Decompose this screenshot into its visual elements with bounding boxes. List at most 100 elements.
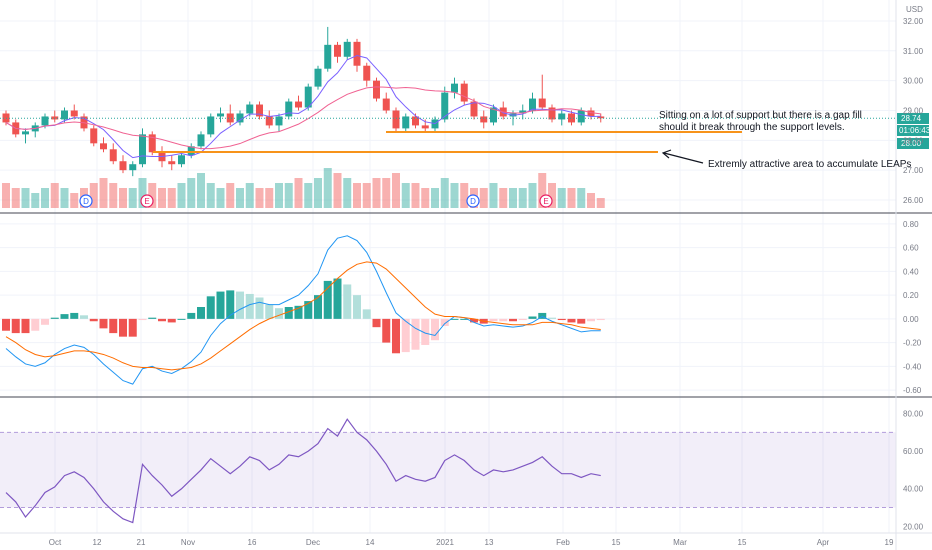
rsi-line [5, 418, 601, 524]
time-tick-label: Oct [49, 538, 62, 547]
candle-body [304, 86, 312, 108]
time-tick-label: Apr [817, 538, 830, 547]
candle-body [90, 128, 98, 144]
volume-bar [236, 188, 244, 208]
macd-histogram-bar [382, 318, 391, 343]
volume-bar [479, 188, 488, 208]
macd-histogram-bar [99, 318, 108, 329]
macd-histogram-bar [275, 308, 283, 319]
volume-bar [187, 178, 196, 208]
price-tick-label: 30.00 [903, 77, 924, 86]
volume-bar [138, 178, 147, 208]
macd-histogram-bar [304, 301, 313, 319]
macd-histogram-bar [80, 315, 88, 319]
ma-layer [0, 55, 896, 159]
macd-tick-label: -0.20 [903, 339, 922, 348]
time-tick-label: 19 [885, 538, 894, 547]
marker-label: D [83, 197, 89, 206]
candle-body [538, 98, 546, 108]
dividend-marker[interactable]: D [79, 194, 93, 208]
dividend-marker[interactable]: D [466, 194, 480, 208]
candle-body [577, 110, 585, 123]
candle-body [441, 92, 449, 120]
macd-histogram-bar [148, 317, 157, 319]
candle-body [451, 83, 458, 93]
volume-bar [245, 183, 254, 208]
candle-body [314, 68, 322, 87]
candle-body [256, 104, 263, 117]
volume-bar [518, 188, 527, 208]
macd-histogram-bar [372, 318, 381, 328]
macd-histogram-bar [353, 295, 361, 319]
macd-histogram-bar [440, 318, 449, 326]
macd-histogram-bar [470, 318, 478, 323]
macd-histogram-bar [2, 318, 10, 331]
candle-body [168, 161, 176, 165]
volume-bar [197, 173, 205, 208]
candle-body [597, 116, 605, 119]
candle-body [119, 161, 127, 171]
rsi-band [0, 432, 896, 508]
volume-bar [275, 183, 283, 208]
price-tick-label: 28.00 [903, 136, 924, 145]
last-price-value: 28.74 [901, 114, 922, 123]
macd-histogram-bar [216, 291, 225, 319]
macd-histogram-bar [499, 318, 508, 322]
candle-body [148, 134, 156, 153]
earnings-marker[interactable]: E [539, 194, 553, 208]
volume-bar [226, 183, 235, 208]
candle-body [139, 134, 146, 165]
volume-bar [109, 183, 118, 208]
support-note-line1[interactable]: Sitting on a lot of support but there is… [659, 110, 862, 121]
volume-bar [382, 178, 391, 208]
leaps-note[interactable]: Extremly attractive area to accumulate L… [708, 159, 911, 170]
volume-bar [50, 183, 59, 208]
grid-layer [0, 0, 896, 533]
macd-tick-label: 0.00 [903, 315, 919, 324]
macd-histogram-bar [411, 318, 420, 350]
volume-bar [450, 183, 459, 208]
volume-bar [60, 188, 69, 208]
volume-bar [167, 188, 176, 208]
time-tick-label: 12 [93, 538, 102, 547]
candle-body [109, 149, 117, 162]
macd-histogram-bar [255, 297, 264, 319]
price-tick-label: 31.00 [903, 47, 924, 56]
candle-body [480, 116, 488, 123]
macd-histogram-bar [557, 318, 566, 321]
volume-bar [206, 183, 215, 208]
macd-tick-label: 0.20 [903, 291, 919, 300]
macd-tick-label: -0.60 [903, 386, 922, 395]
currency-label: USD [906, 5, 923, 14]
candle-body [519, 110, 527, 114]
macd-histogram-bar [236, 291, 244, 319]
candle-body [568, 113, 575, 123]
macd-tick-label: -0.40 [903, 362, 922, 371]
volume-bar [528, 183, 537, 208]
candle-body [343, 41, 351, 57]
candle-body [324, 44, 332, 69]
candle-body [529, 98, 536, 111]
macd-histogram-bar [167, 318, 176, 323]
rsi-tick-label: 60.00 [903, 447, 924, 456]
support-note-line2[interactable]: should it break through the support leve… [659, 122, 845, 133]
price-tick-label: 26.00 [903, 196, 924, 205]
volume-bar [304, 183, 313, 208]
macd-histogram-bar [577, 318, 586, 324]
volume-bar [21, 188, 30, 208]
candle-body [129, 164, 137, 171]
candle-body [421, 125, 429, 129]
volume-bar [401, 183, 410, 208]
volume-bar [41, 188, 49, 208]
macd-histogram-bar [128, 318, 137, 337]
macd-histogram-bar [548, 317, 556, 319]
candle-body [41, 116, 49, 126]
last-price-tag: 28.74 01:06:43 [897, 113, 931, 136]
candle-body [275, 116, 283, 126]
earnings-marker[interactable]: E [140, 194, 154, 208]
volume-bar [119, 188, 127, 208]
macd-histogram-bar [518, 318, 527, 321]
volume-bar [148, 183, 157, 208]
